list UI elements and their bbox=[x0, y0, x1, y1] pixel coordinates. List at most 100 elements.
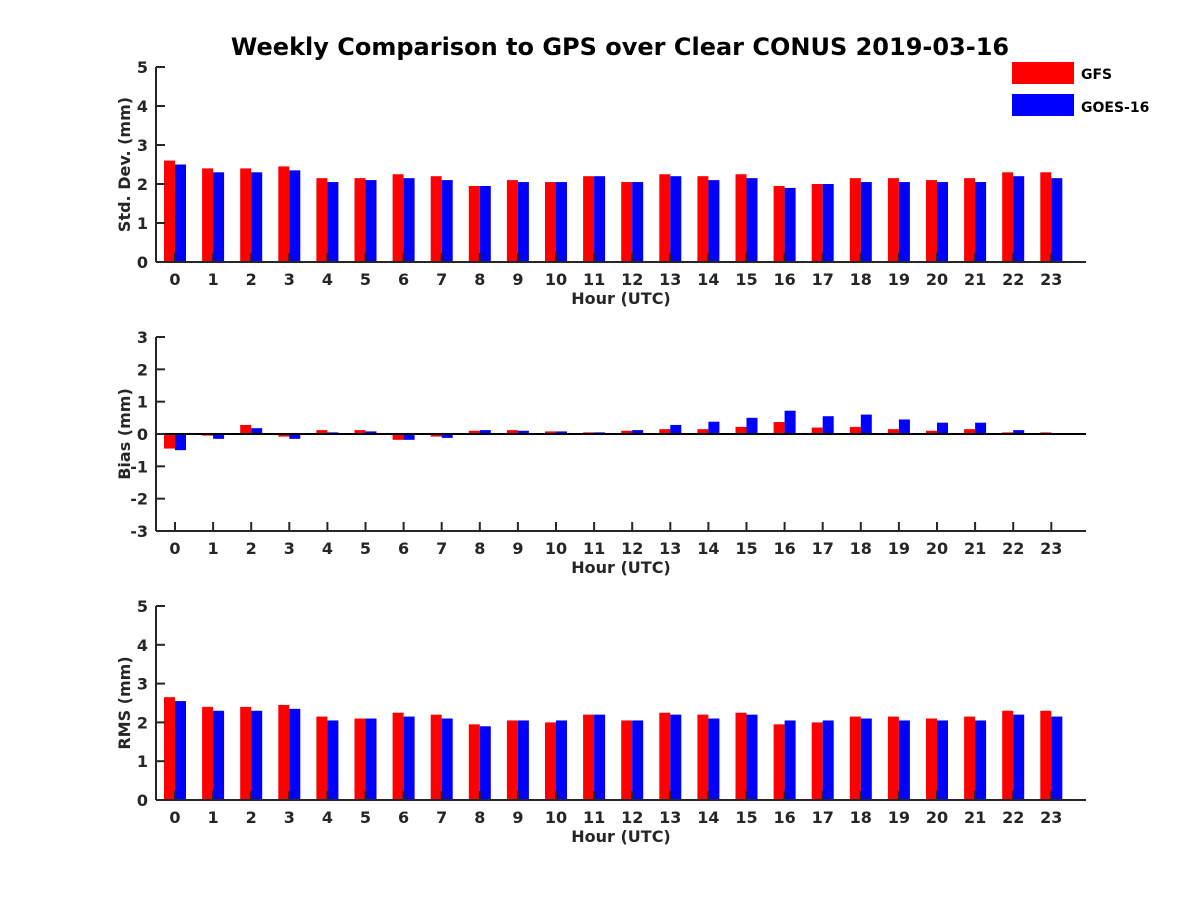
x-tick-label: 16 bbox=[773, 270, 795, 289]
bar-gfs-hour-19 bbox=[887, 178, 899, 262]
bar-gfs-hour-21 bbox=[964, 716, 976, 800]
x-tick-label: 4 bbox=[322, 808, 333, 827]
bar-gfs-hour-17 bbox=[811, 427, 823, 434]
y-tick-label: 5 bbox=[137, 58, 148, 77]
bar-goes16-hour-16 bbox=[784, 720, 796, 800]
bar-goes16-hour-20 bbox=[937, 422, 948, 434]
x-tick-label: 14 bbox=[697, 539, 719, 558]
bar-goes16-hour-11 bbox=[594, 176, 606, 262]
bar-goes16-hour-6 bbox=[403, 434, 415, 440]
y-tick-label: 2 bbox=[137, 360, 148, 379]
x-tick-label: 15 bbox=[735, 808, 757, 827]
x-tick-label: 2 bbox=[246, 539, 257, 558]
x-tick-label: 20 bbox=[926, 808, 948, 827]
x-tick-label: 8 bbox=[474, 808, 485, 827]
legend-swatch-gfs bbox=[1012, 62, 1074, 84]
bar-goes16-hour-18 bbox=[860, 182, 872, 262]
y-tick-label: 0 bbox=[137, 253, 148, 272]
bar-gfs-hour-2 bbox=[240, 168, 252, 262]
bar-gfs-hour-14 bbox=[697, 429, 709, 434]
bar-goes16-hour-8 bbox=[479, 430, 491, 434]
bar-goes16-hour-7 bbox=[441, 718, 453, 800]
bar-gfs-hour-0 bbox=[164, 697, 175, 800]
x-tick-label: 15 bbox=[735, 270, 757, 289]
x-tick-label: 1 bbox=[208, 808, 219, 827]
x-tick-label: 18 bbox=[850, 539, 872, 558]
bar-gfs-hour-6 bbox=[392, 174, 404, 262]
bar-gfs-hour-9 bbox=[506, 720, 518, 800]
bar-goes16-hour-3 bbox=[289, 170, 301, 262]
x-tick-label: 2 bbox=[246, 808, 257, 827]
bar-gfs-hour-8 bbox=[468, 185, 480, 262]
bar-gfs-hour-4 bbox=[316, 430, 328, 434]
bar-goes16-hour-19 bbox=[898, 419, 910, 434]
bar-gfs-hour-13 bbox=[659, 712, 671, 800]
x-tick-label: 7 bbox=[436, 539, 447, 558]
bar-goes16-hour-2 bbox=[251, 710, 263, 800]
y-tick-label: 4 bbox=[137, 636, 148, 655]
x-tick-label: 21 bbox=[964, 539, 986, 558]
y-tick-label: 0 bbox=[137, 791, 148, 810]
bar-gfs-hour-2 bbox=[240, 424, 252, 434]
x-tick-label: 3 bbox=[284, 270, 295, 289]
bar-goes16-hour-14 bbox=[708, 421, 720, 434]
x-tick-label: 4 bbox=[322, 539, 333, 558]
bar-gfs-hour-20 bbox=[926, 430, 937, 434]
x-tick-label: 18 bbox=[850, 808, 872, 827]
bar-gfs-hour-13 bbox=[659, 429, 671, 434]
x-tick-label: 0 bbox=[169, 808, 180, 827]
x-tick-label: 5 bbox=[360, 539, 371, 558]
bar-gfs-hour-0 bbox=[164, 434, 175, 449]
x-tick-label: 14 bbox=[697, 270, 719, 289]
y-tick-label: 4 bbox=[137, 97, 148, 116]
bar-gfs-hour-10 bbox=[545, 722, 556, 800]
x-tick-label: 19 bbox=[888, 808, 910, 827]
y-tick-label: -3 bbox=[130, 522, 148, 541]
x-axis-label: Hour (UTC) bbox=[571, 558, 671, 577]
bar-gfs-hour-14 bbox=[697, 714, 709, 800]
bar-goes16-hour-4 bbox=[327, 182, 339, 262]
bar-goes16-hour-9 bbox=[517, 430, 529, 434]
bar-gfs-hour-17 bbox=[811, 722, 823, 800]
x-tick-label: 15 bbox=[735, 539, 757, 558]
y-tick-label: 3 bbox=[137, 136, 148, 155]
x-tick-label: 12 bbox=[621, 539, 643, 558]
x-tick-label: 22 bbox=[1002, 539, 1024, 558]
bar-gfs-hour-3 bbox=[278, 704, 290, 800]
bar-goes16-hour-12 bbox=[632, 182, 644, 262]
y-tick-label: 5 bbox=[137, 597, 148, 616]
bar-gfs-hour-6 bbox=[392, 434, 404, 440]
x-tick-label: 4 bbox=[322, 270, 333, 289]
bar-gfs-hour-18 bbox=[849, 426, 861, 434]
x-tick-label: 9 bbox=[512, 270, 523, 289]
bar-goes16-hour-10 bbox=[556, 720, 567, 800]
x-tick-label: 19 bbox=[888, 270, 910, 289]
x-tick-label: 5 bbox=[360, 270, 371, 289]
bar-gfs-hour-22 bbox=[1002, 710, 1014, 800]
x-tick-label: 13 bbox=[659, 808, 681, 827]
bar-gfs-hour-9 bbox=[506, 180, 518, 262]
bar-gfs-hour-21 bbox=[964, 178, 976, 262]
x-tick-label: 3 bbox=[284, 539, 295, 558]
bar-goes16-hour-15 bbox=[746, 178, 758, 262]
y-tick-label: 2 bbox=[137, 175, 148, 194]
bar-gfs-hour-16 bbox=[773, 724, 785, 800]
x-tick-label: 1 bbox=[208, 539, 219, 558]
bar-gfs-hour-10 bbox=[545, 431, 556, 434]
bar-goes16-hour-22 bbox=[1013, 176, 1025, 262]
x-tick-label: 10 bbox=[545, 808, 567, 827]
x-tick-label: 0 bbox=[169, 539, 180, 558]
bar-goes16-hour-21 bbox=[975, 720, 987, 800]
bar-gfs-hour-18 bbox=[849, 178, 861, 262]
bar-gfs-hour-13 bbox=[659, 174, 671, 262]
bar-goes16-hour-0 bbox=[175, 434, 186, 451]
bar-gfs-hour-16 bbox=[773, 422, 785, 434]
legend-label-goes16: GOES-16 bbox=[1081, 100, 1149, 116]
bar-goes16-hour-2 bbox=[251, 428, 263, 434]
bar-goes16-hour-3 bbox=[289, 708, 301, 800]
y-tick-label: 1 bbox=[137, 393, 148, 412]
bar-goes16-hour-9 bbox=[517, 720, 529, 800]
y-tick-label: 1 bbox=[137, 752, 148, 771]
